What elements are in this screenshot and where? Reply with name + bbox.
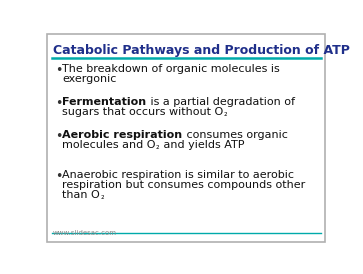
- Text: Fermentation: Fermentation: [62, 97, 147, 107]
- Text: Catabolic Pathways and Production of ATP: Catabolic Pathways and Production of ATP: [53, 44, 350, 57]
- Text: Anaerobic respiration is similar to aerobic: Anaerobic respiration is similar to aero…: [62, 170, 294, 180]
- Text: and yields ATP: and yields ATP: [160, 140, 244, 150]
- Text: www.slidesac.com: www.slidesac.com: [53, 230, 117, 236]
- Text: •: •: [55, 97, 62, 110]
- Text: ₂: ₂: [100, 192, 104, 201]
- Text: ₂: ₂: [156, 142, 160, 151]
- Text: than O: than O: [62, 190, 100, 200]
- Text: exergonic: exergonic: [62, 74, 117, 84]
- Text: The breakdown of organic molecules is: The breakdown of organic molecules is: [62, 64, 280, 74]
- Text: respiration but consumes compounds other: respiration but consumes compounds other: [62, 180, 306, 190]
- Text: •: •: [55, 130, 62, 143]
- Text: •: •: [55, 64, 62, 77]
- Text: is a partial degradation of: is a partial degradation of: [147, 97, 294, 107]
- FancyBboxPatch shape: [47, 35, 325, 242]
- Text: molecules and O: molecules and O: [62, 140, 156, 150]
- Text: Aerobic respiration: Aerobic respiration: [62, 130, 183, 140]
- Text: sugars that occurs without O: sugars that occurs without O: [62, 107, 224, 117]
- Text: ₂: ₂: [224, 109, 227, 118]
- Text: consumes organic: consumes organic: [183, 130, 287, 140]
- Text: •: •: [55, 170, 62, 183]
